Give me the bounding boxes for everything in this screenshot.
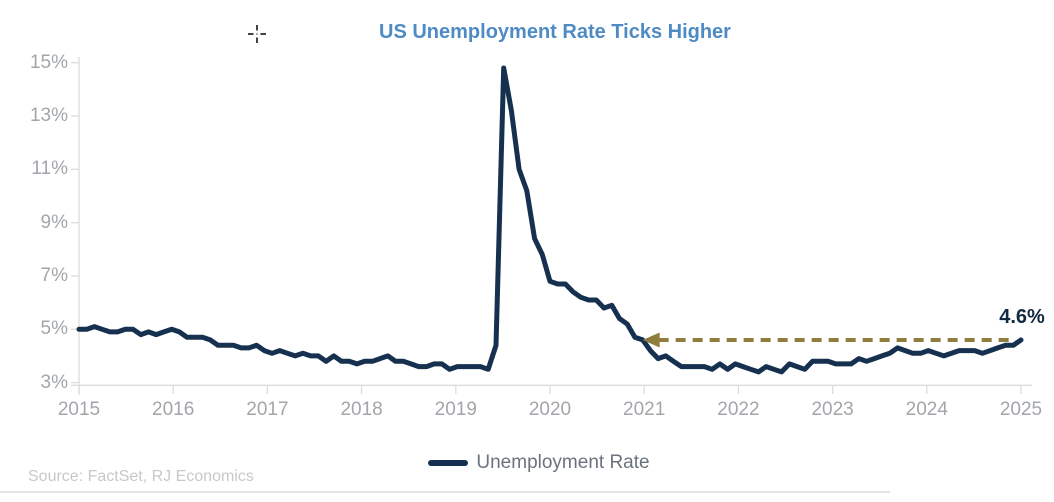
footer-divider: [0, 491, 890, 493]
y-axis-tick-label: 11%: [31, 158, 68, 180]
y-axis-tick-label: 5%: [40, 318, 68, 340]
legend: Unemployment Rate: [12, 450, 1054, 476]
chart-title: US Unemployment Rate Ticks Higher: [379, 21, 731, 43]
x-axis-tick-label: 2023: [811, 399, 854, 420]
x-axis-tick-label: 2018: [340, 399, 383, 420]
unemployment-rate-line: [76, 65, 1024, 375]
crosshair-cursor-icon: [248, 25, 266, 43]
annotation-label: 4.6%: [999, 306, 1045, 328]
y-axis-tick-label: 13%: [29, 105, 68, 127]
x-axis-tick-label: 2024: [905, 399, 948, 420]
legend-label: Unemployment Rate: [476, 452, 650, 473]
legend-line-swatch: [428, 460, 469, 466]
y-axis-tick-label: 15%: [29, 51, 68, 73]
x-axis-tick-label: 2025: [999, 399, 1043, 420]
x-axis-tick-label: 2015: [57, 399, 101, 420]
x-axis-tick-label: 2021: [623, 399, 666, 420]
x-axis-tick-label: 2019: [434, 399, 477, 420]
x-axis-tick-label: 2016: [152, 399, 195, 420]
y-axis-tick-label: 7%: [40, 264, 68, 286]
x-axis-tick-label: 2020: [528, 399, 572, 420]
y-axis-tick-label: 9%: [40, 211, 68, 233]
source-text: Source: FactSet, RJ Economics: [28, 468, 254, 485]
y-axis-tick-label: 3%: [40, 371, 68, 393]
x-axis-tick-label: 2017: [246, 399, 289, 420]
x-axis-tick-label: 2022: [717, 399, 760, 420]
arrowhead-left-icon: [642, 332, 660, 348]
